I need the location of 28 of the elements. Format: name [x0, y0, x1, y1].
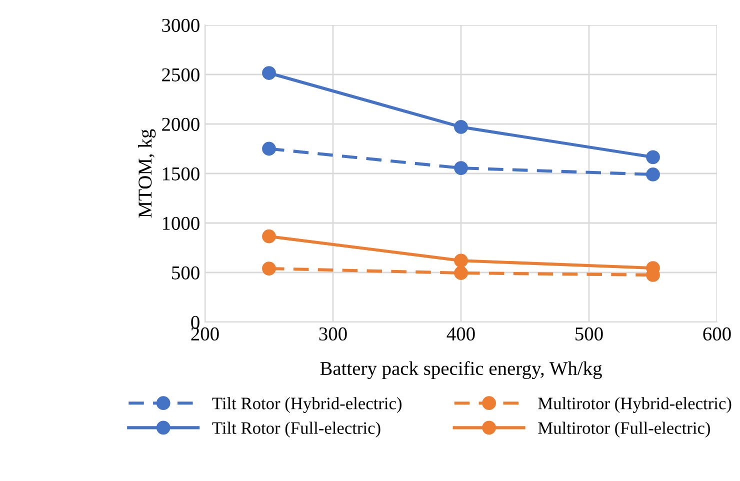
y-tick-label: 2000 [162, 118, 200, 131]
x-tick-label: 500 [576, 327, 603, 341]
point [454, 161, 468, 175]
point [454, 120, 468, 134]
y-tick-label: 2500 [162, 68, 200, 82]
legend-label: Multirotor (Hybrid-electric) [538, 397, 732, 413]
x-tick-label: 600 [703, 327, 731, 341]
x-tick-label: 300 [319, 327, 347, 341]
point [646, 150, 660, 164]
y-tick-label: 500 [172, 266, 200, 280]
y-tick-label: 1000 [162, 216, 200, 230]
legend-label: Multirotor (Full-electric) [538, 422, 710, 438]
point [454, 266, 468, 280]
point [454, 254, 468, 268]
point [262, 142, 276, 156]
y-axis-title: MTOM, kg [138, 129, 156, 218]
y-tick-label: 0 [191, 316, 200, 329]
point [262, 262, 276, 276]
y-tick-label: 3000 [162, 18, 200, 32]
legend-label: Tilt Rotor (Full-electric) [212, 422, 380, 438]
legend-label: Tilt Rotor (Hybrid-electric) [212, 397, 402, 413]
x-tick-label: 400 [446, 327, 475, 341]
y-tick-label: 1500 [162, 167, 200, 180]
x-axis-title: Battery pack specific energy, Wh/kg [320, 361, 602, 380]
point [262, 229, 276, 244]
point [262, 66, 276, 80]
x-tick-label: 200 [191, 327, 219, 341]
point [646, 168, 660, 182]
